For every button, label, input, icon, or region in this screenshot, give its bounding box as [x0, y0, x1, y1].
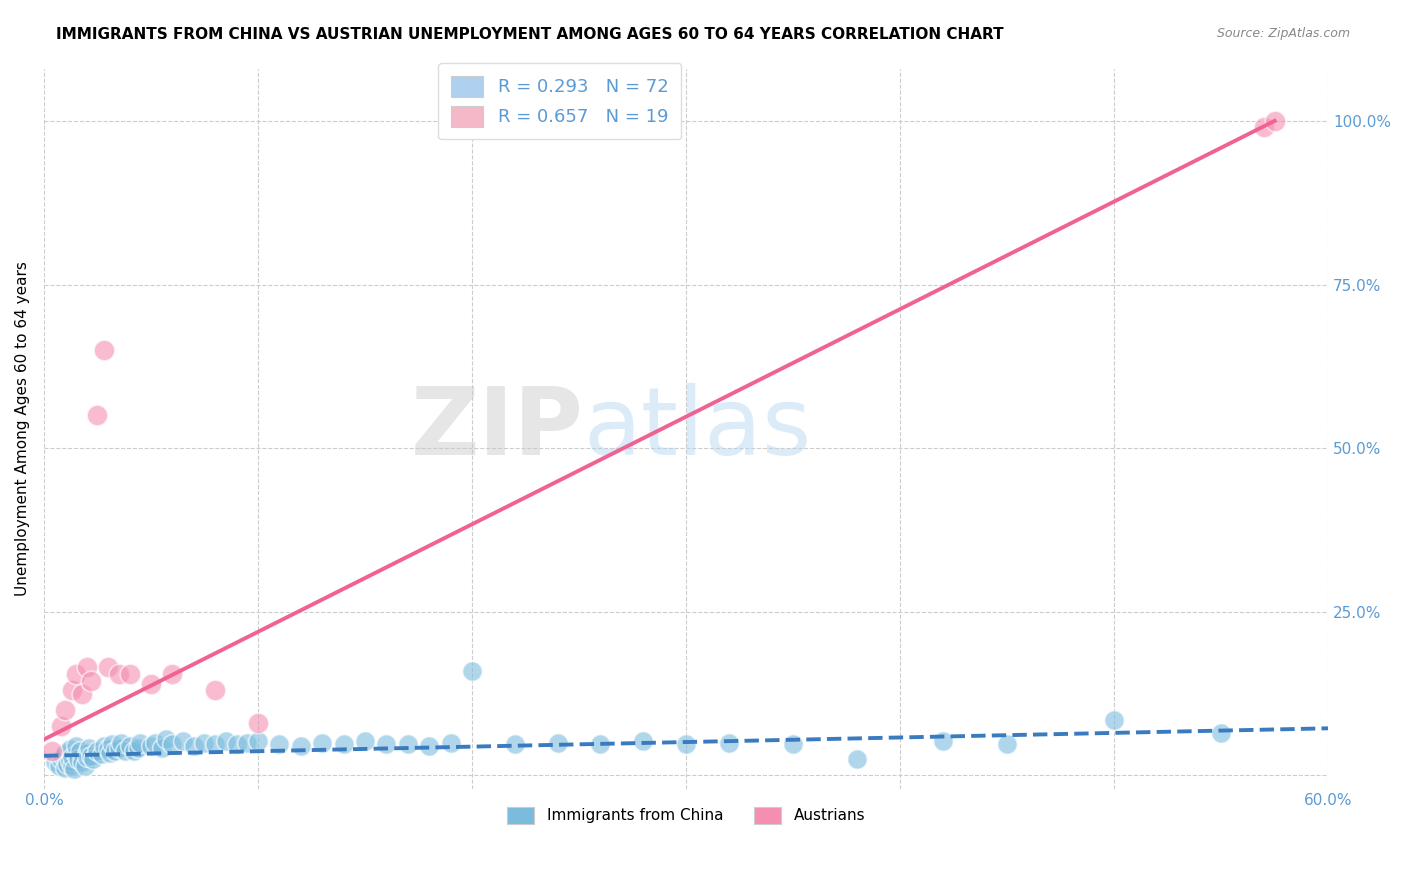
Point — [44, 756, 66, 770]
Text: atlas: atlas — [583, 383, 811, 475]
Point — [114, 743, 136, 757]
Point — [193, 736, 215, 750]
Point — [107, 741, 129, 756]
Point — [503, 737, 526, 751]
Point — [118, 739, 141, 753]
Point — [290, 739, 312, 753]
Point — [143, 736, 166, 750]
Point — [52, 748, 75, 763]
Point — [53, 703, 76, 717]
Point — [1253, 120, 1275, 135]
Point — [76, 660, 98, 674]
Text: ZIP: ZIP — [411, 383, 583, 475]
Point — [717, 736, 740, 750]
Point — [461, 664, 484, 678]
Point — [82, 752, 104, 766]
Point — [246, 716, 269, 731]
Text: Source: ZipAtlas.com: Source: ZipAtlas.com — [1216, 27, 1350, 40]
Point — [204, 683, 226, 698]
Point — [162, 737, 184, 751]
Point — [80, 748, 103, 763]
Point — [215, 734, 238, 748]
Point — [110, 736, 132, 750]
Point — [225, 737, 247, 751]
Point — [118, 667, 141, 681]
Point — [65, 747, 87, 762]
Point — [418, 739, 440, 753]
Point — [375, 737, 398, 751]
Point — [1211, 726, 1233, 740]
Point — [60, 750, 83, 764]
Point — [53, 746, 76, 760]
Point — [86, 743, 108, 757]
Point — [1102, 713, 1125, 727]
Point — [675, 737, 697, 751]
Point — [65, 739, 87, 753]
Point — [49, 719, 72, 733]
Point — [631, 734, 654, 748]
Point — [246, 734, 269, 748]
Point — [58, 754, 80, 768]
Point — [58, 742, 80, 756]
Point — [332, 737, 354, 751]
Point — [60, 758, 83, 772]
Point — [93, 739, 115, 753]
Point — [932, 734, 955, 748]
Point — [77, 741, 100, 756]
Point — [93, 343, 115, 357]
Point — [183, 739, 205, 753]
Point — [73, 758, 96, 772]
Point — [65, 667, 87, 681]
Point — [90, 747, 112, 762]
Point — [122, 743, 145, 757]
Point — [782, 737, 804, 751]
Point — [995, 737, 1018, 751]
Point — [396, 737, 419, 751]
Point — [101, 737, 124, 751]
Point — [72, 687, 94, 701]
Point — [63, 762, 86, 776]
Point — [269, 737, 291, 751]
Point — [150, 741, 173, 756]
Point — [1264, 114, 1286, 128]
Point — [86, 409, 108, 423]
Point — [69, 743, 91, 757]
Point — [439, 736, 461, 750]
Point — [60, 683, 83, 698]
Point — [155, 732, 177, 747]
Point — [48, 758, 70, 772]
Point — [97, 742, 120, 756]
Point — [139, 677, 162, 691]
Legend: Immigrants from China, Austrians: Immigrants from China, Austrians — [496, 796, 876, 835]
Point — [41, 743, 63, 757]
Point — [311, 736, 333, 750]
Point — [354, 734, 377, 748]
Point — [589, 737, 612, 751]
Point — [76, 750, 98, 764]
Point — [97, 660, 120, 674]
Point — [204, 737, 226, 751]
Point — [236, 736, 259, 750]
Point — [67, 752, 90, 766]
Point — [127, 741, 149, 756]
Point — [72, 756, 94, 770]
Point — [49, 752, 72, 766]
Point — [139, 739, 162, 753]
Point — [162, 667, 184, 681]
Point — [172, 734, 194, 748]
Text: IMMIGRANTS FROM CHINA VS AUSTRIAN UNEMPLOYMENT AMONG AGES 60 TO 64 YEARS CORRELA: IMMIGRANTS FROM CHINA VS AUSTRIAN UNEMPL… — [56, 27, 1004, 42]
Point — [107, 667, 129, 681]
Point — [846, 752, 869, 766]
Point — [80, 673, 103, 688]
Point — [103, 743, 125, 757]
Point — [129, 736, 152, 750]
Point — [98, 746, 121, 760]
Point — [53, 761, 76, 775]
Point — [56, 756, 79, 771]
Point — [547, 736, 569, 750]
Point — [76, 746, 98, 760]
Y-axis label: Unemployment Among Ages 60 to 64 years: Unemployment Among Ages 60 to 64 years — [15, 261, 30, 596]
